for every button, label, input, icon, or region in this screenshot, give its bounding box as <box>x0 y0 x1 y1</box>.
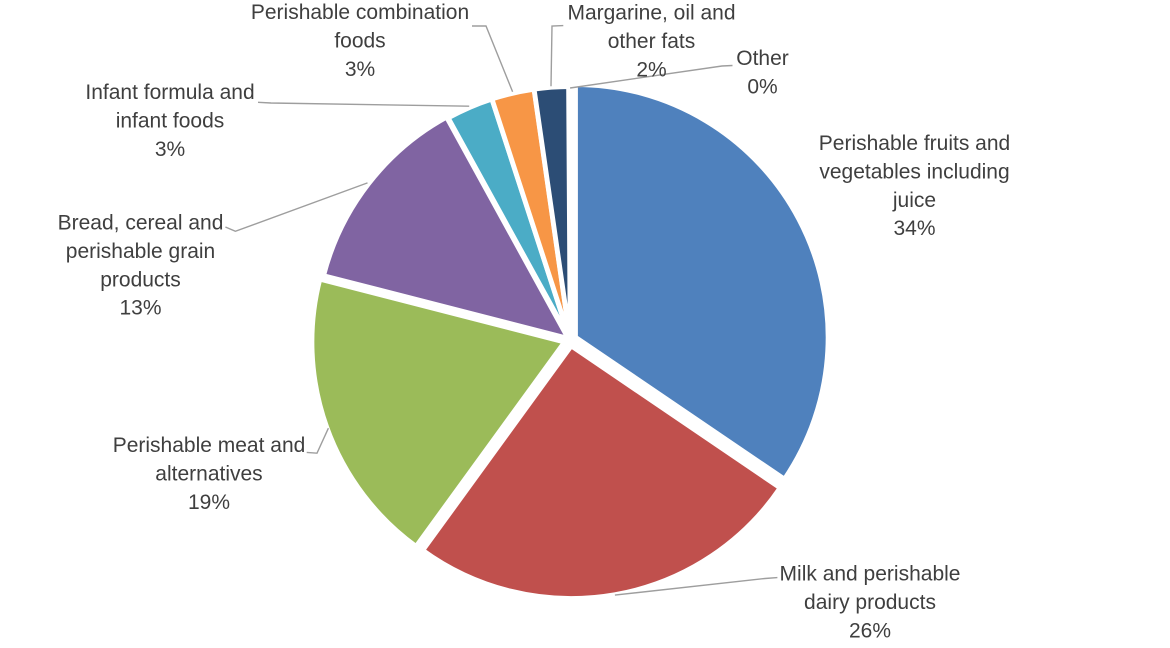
svg-text:Other: Other <box>736 47 789 70</box>
svg-text:Perishable meat and: Perishable meat and <box>113 434 306 457</box>
svg-text:alternatives: alternatives <box>155 462 262 485</box>
svg-text:19%: 19% <box>188 491 230 514</box>
svg-text:26%: 26% <box>849 619 891 642</box>
svg-text:Bread, cereal and: Bread, cereal and <box>58 212 224 235</box>
svg-text:perishable grain: perishable grain <box>66 240 215 263</box>
svg-text:vegetables including: vegetables including <box>819 160 1009 183</box>
svg-text:Perishable fruits and: Perishable fruits and <box>819 132 1010 155</box>
svg-text:Milk and perishable: Milk and perishable <box>780 563 961 586</box>
svg-text:products: products <box>100 268 181 291</box>
svg-text:Margarine, oil and: Margarine, oil and <box>567 2 735 25</box>
svg-text:Infant formula and: Infant formula and <box>85 81 254 104</box>
svg-text:other fats: other fats <box>608 30 696 53</box>
svg-text:13%: 13% <box>119 297 161 320</box>
svg-text:infant foods: infant foods <box>116 109 225 132</box>
svg-text:dairy products: dairy products <box>804 591 936 614</box>
svg-text:foods: foods <box>334 30 385 53</box>
svg-text:3%: 3% <box>155 138 185 161</box>
svg-text:Perishable combination: Perishable combination <box>251 1 469 24</box>
svg-text:34%: 34% <box>893 217 935 240</box>
svg-text:3%: 3% <box>345 58 375 81</box>
svg-text:juice: juice <box>892 189 936 212</box>
svg-text:2%: 2% <box>636 58 666 81</box>
svg-text:0%: 0% <box>747 75 777 98</box>
